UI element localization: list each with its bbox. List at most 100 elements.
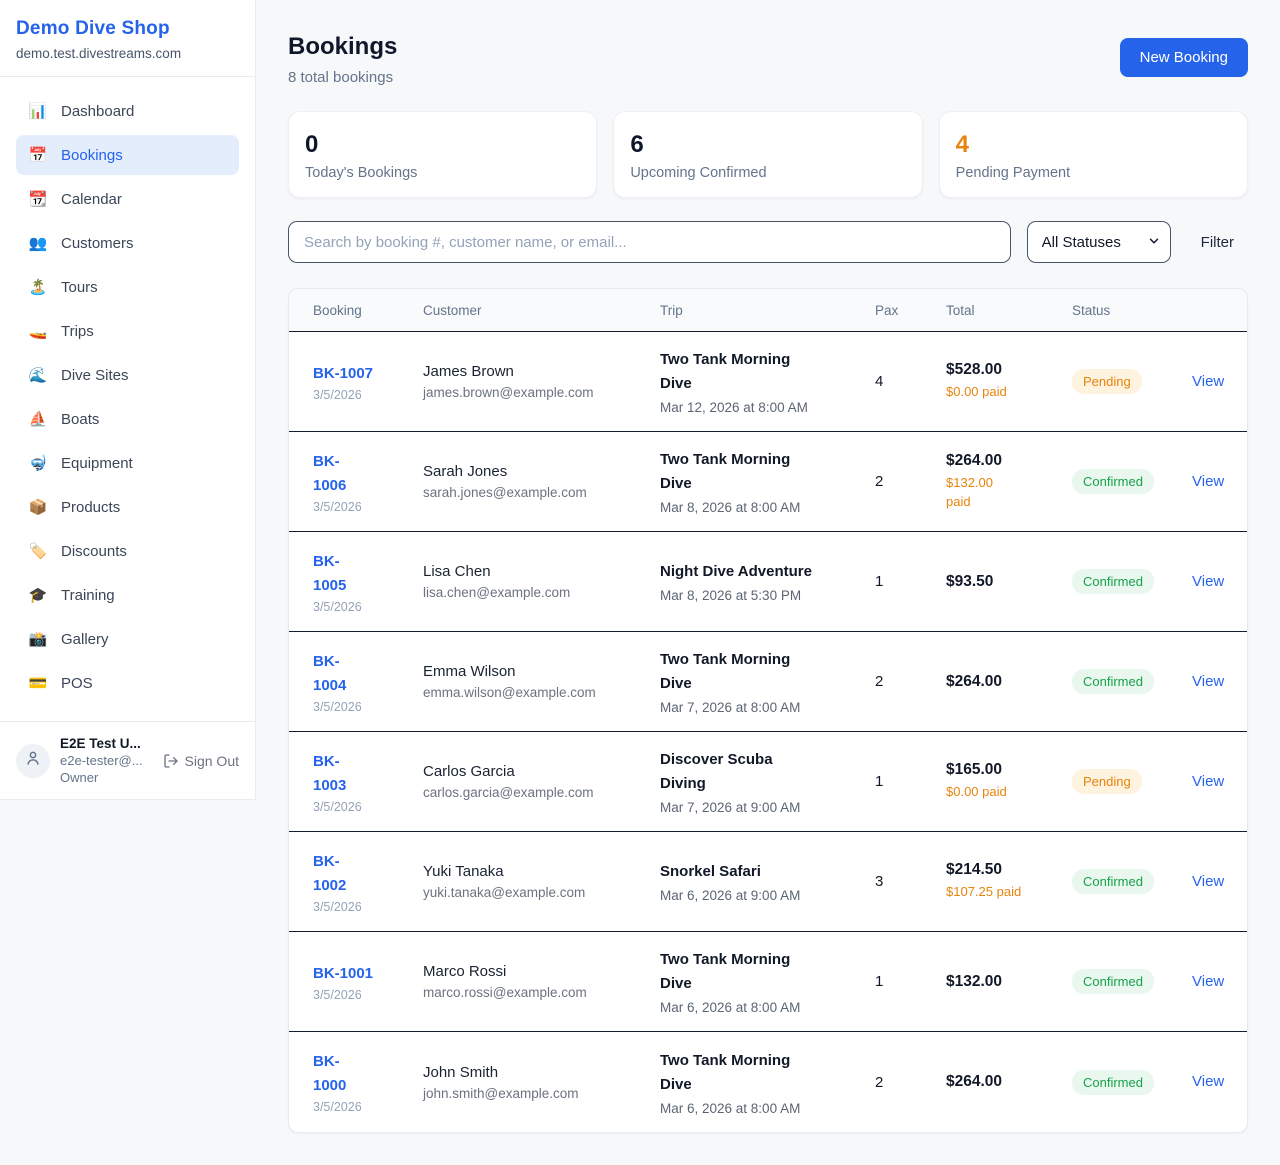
sidebar-item-customers[interactable]: 👥 Customers — [16, 223, 239, 263]
customer-name: Yuki Tanaka — [423, 863, 504, 880]
total-amount: $132.00 — [946, 972, 1003, 990]
table-row: BK- 1002 3/5/2026 Yuki Tanaka yuki.tanaka@e… — [289, 832, 1247, 932]
booking-id-link[interactable]: BK- 1000 — [313, 1053, 347, 1094]
total-amount: $165.00 — [946, 761, 1003, 779]
filter-button[interactable]: Filter — [1200, 233, 1234, 251]
trip-datetime: Mar 6, 2026 at 8:00 AM — [660, 1100, 801, 1116]
sidebar-item-label: Equipment — [61, 454, 133, 472]
view-link[interactable]: View — [1192, 372, 1225, 390]
sidebar-item-pos[interactable]: 💳 POS — [16, 663, 239, 703]
sidebar-item-training[interactable]: 🎓 Training — [16, 575, 239, 615]
booking-date: 3/5/2026 — [313, 899, 362, 914]
sidebar-item-calendar[interactable]: 📆 Calendar — [16, 179, 239, 219]
customer-name: John Smith — [423, 1063, 499, 1081]
package-icon: 📦 — [28, 498, 48, 516]
bar-chart-icon: 📊 — [28, 102, 48, 120]
sidebar-item-label: Dashboard — [61, 102, 135, 120]
action-cell: View — [1192, 1073, 1224, 1091]
sidebar-item-discounts[interactable]: 🏷️ Discounts — [16, 531, 239, 571]
sidebar-item-trips[interactable]: 🚤 Trips — [16, 311, 239, 351]
sidebar-item-boats[interactable]: ⛵ Boats — [16, 399, 239, 439]
brand-name: Demo Dive Shop — [16, 18, 170, 39]
status-badge: Pending — [1072, 769, 1142, 794]
total-cell: $214.50 $107.25 paid — [946, 861, 1072, 902]
action-cell: View — [1192, 973, 1224, 991]
status-cell: Confirmed — [1072, 669, 1192, 694]
booking-id-link[interactable]: BK- 1006 — [313, 452, 347, 494]
graduation-cap-icon: 🎓 — [28, 586, 48, 604]
tag-icon: 🏷️ — [28, 542, 48, 560]
view-link[interactable]: View — [1192, 872, 1225, 890]
status-cell: Confirmed — [1072, 469, 1192, 494]
table-row: BK-1007 3/5/2026 James Brown james.brown@ex… — [289, 332, 1247, 432]
page-subtitle: 8 total bookings — [288, 69, 394, 86]
action-cell: View — [1192, 373, 1224, 391]
booking-date: 3/5/2026 — [313, 387, 362, 402]
action-cell: View — [1192, 573, 1224, 591]
column-header-trip: Trip — [660, 302, 683, 318]
sidebar-item-label: Boats — [61, 410, 100, 428]
total-amount: $93.50 — [946, 572, 994, 590]
sidebar-item-equipment[interactable]: 🤿 Equipment — [16, 443, 239, 483]
view-link[interactable]: View — [1192, 772, 1225, 790]
stat-value: 4 — [955, 131, 970, 158]
sidebar-item-label: Bookings — [61, 146, 123, 164]
view-link[interactable]: View — [1192, 972, 1225, 990]
sidebar-item-bookings[interactable]: 📅 Bookings — [16, 135, 239, 175]
sidebar-item-tours[interactable]: 🏝️ Tours — [16, 267, 239, 307]
view-link[interactable]: View — [1192, 672, 1225, 690]
pax-value: 2 — [875, 1073, 884, 1091]
view-link[interactable]: View — [1192, 1073, 1225, 1090]
status-badge: Confirmed — [1072, 969, 1154, 994]
customer-email: james.brown@example.com — [423, 385, 594, 400]
column-header-status: Status — [1072, 302, 1111, 318]
sidebar-item-gallery[interactable]: 📸 Gallery — [16, 619, 239, 659]
trip-name: Night Dive Adventure — [660, 563, 812, 580]
trip-datetime: Mar 6, 2026 at 8:00 AM — [660, 1000, 801, 1015]
booking-date: 3/5/2026 — [313, 987, 362, 1002]
trip-datetime: Mar 6, 2026 at 9:00 AM — [660, 888, 801, 903]
island-icon: 🏝️ — [28, 278, 48, 296]
action-cell: View — [1192, 873, 1224, 891]
avatar — [16, 743, 50, 778]
view-link[interactable]: View — [1192, 472, 1225, 490]
search-input[interactable] — [288, 221, 1011, 263]
sidebar-item-label: POS — [61, 674, 93, 692]
status-badge: Confirmed — [1072, 869, 1154, 894]
stat-card: 6 Upcoming Confirmed — [613, 111, 923, 198]
booking-id-link[interactable]: BK-1007 — [313, 364, 374, 382]
sidebar-item-dashboard[interactable]: 📊 Dashboard — [16, 91, 239, 131]
booking-id-link[interactable]: BK-1001 — [313, 964, 374, 982]
customer-email: emma.wilson@example.com — [423, 685, 596, 700]
booking-id-link[interactable]: BK- 1004 — [313, 652, 347, 694]
stat-label: Pending Payment — [955, 164, 1071, 181]
sidebar-item-products[interactable]: 📦 Products — [16, 487, 239, 527]
customer-name: Emma Wilson — [423, 663, 516, 680]
trip-cell: Snorkel Safari Mar 6, 2026 at 9:00 AM — [660, 860, 875, 903]
trip-cell: Two Tank Morning Dive Mar 8, 2026 at 8:00… — [660, 448, 875, 515]
table-row: BK-1001 3/5/2026 Marco Rossi marco.rossi@ex… — [289, 932, 1247, 1032]
view-link[interactable]: View — [1192, 572, 1225, 590]
brand: Demo Dive Shop demo.test.divestreams.com — [0, 0, 255, 77]
camera-icon: 📸 — [28, 630, 48, 648]
total-amount: $264.00 — [946, 451, 1003, 469]
booking-id-link[interactable]: BK- 1002 — [313, 852, 347, 894]
pax-value: 1 — [875, 773, 884, 790]
booking-cell: BK- 1003 3/5/2026 — [313, 750, 423, 814]
user-section: E2E Test U... e2e-tester@... Owner Sign … — [0, 721, 255, 799]
trip-cell: Two Tank Morning Dive Mar 12, 2026 at 8:0… — [660, 348, 875, 415]
brand-domain: demo.test.divestreams.com — [16, 46, 182, 61]
main-content: Bookings 8 total bookings New Booking 0 T… — [256, 0, 1280, 1165]
status-filter-select[interactable]: All Statuses — [1026, 221, 1171, 263]
new-booking-button[interactable]: New Booking — [1119, 38, 1248, 77]
sign-out-icon — [163, 753, 179, 769]
stat-card: 4 Pending Payment — [938, 111, 1248, 198]
user-meta: E2E Test U... e2e-tester@... Owner — [60, 736, 143, 785]
booking-id-link[interactable]: BK- 1003 — [313, 752, 347, 794]
sidebar-item-dive-sites[interactable]: 🌊 Dive Sites — [16, 355, 239, 395]
booking-id-link[interactable]: BK- 1005 — [313, 552, 347, 594]
sign-out-button[interactable]: Sign Out — [163, 753, 239, 769]
stat-label: Upcoming Confirmed — [630, 164, 767, 181]
table-row: BK- 1005 3/5/2026 Lisa Chen lisa.chen@examp… — [289, 532, 1247, 632]
customer-name: Lisa Chen — [423, 563, 491, 580]
